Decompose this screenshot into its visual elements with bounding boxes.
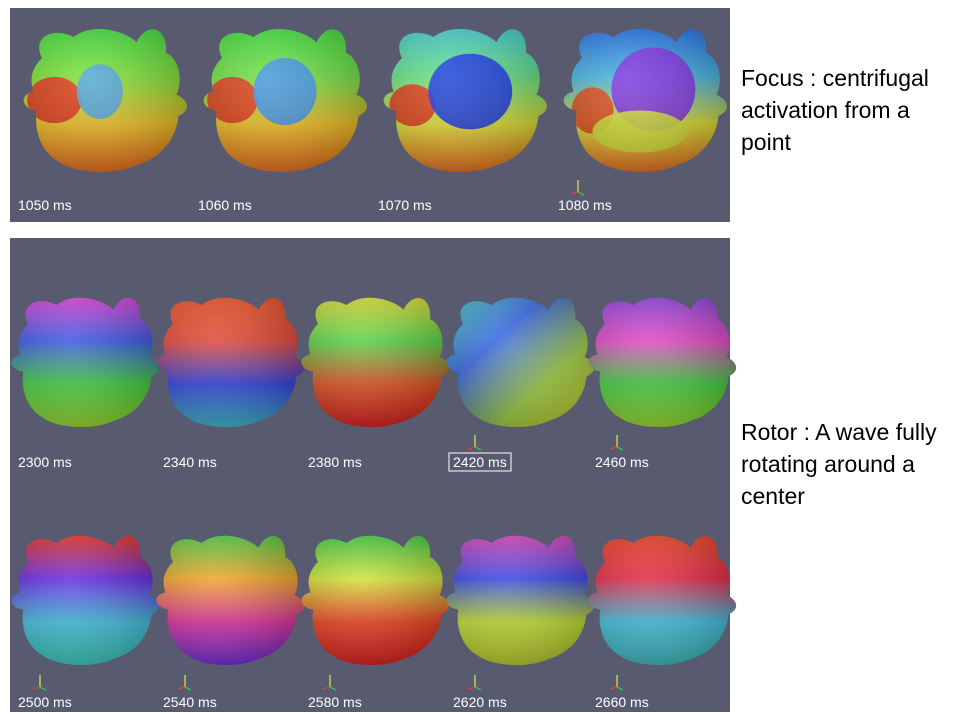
frame-label: 2420 ms [453,454,507,470]
frame-label: 2300 ms [18,454,72,470]
description: Rotor : A wave fully [741,419,937,445]
figure: 1050 ms 1060 ms 1070 ms 1080 ms 2300 ms 2340 … [0,0,972,714]
frame-label: 1070 ms [378,197,432,213]
frame-label: 2460 ms [595,454,649,470]
frame-label: 2500 ms [18,694,72,710]
frame-label: 2580 ms [308,694,362,710]
description: point [741,129,791,155]
frame-label: 2540 ms [163,694,217,710]
description: rotating around a [741,451,915,477]
frame-label: 2620 ms [453,694,507,710]
frame-label: 1060 ms [198,197,252,213]
frame-label: 1080 ms [558,197,612,213]
description: center [741,483,805,509]
description: activation from a [741,97,910,123]
frame-label: 2380 ms [308,454,362,470]
frame-label: 2660 ms [595,694,649,710]
frame-label: 2340 ms [163,454,217,470]
frame-label: 1050 ms [18,197,72,213]
description: Focus : centrifugal [741,65,929,91]
